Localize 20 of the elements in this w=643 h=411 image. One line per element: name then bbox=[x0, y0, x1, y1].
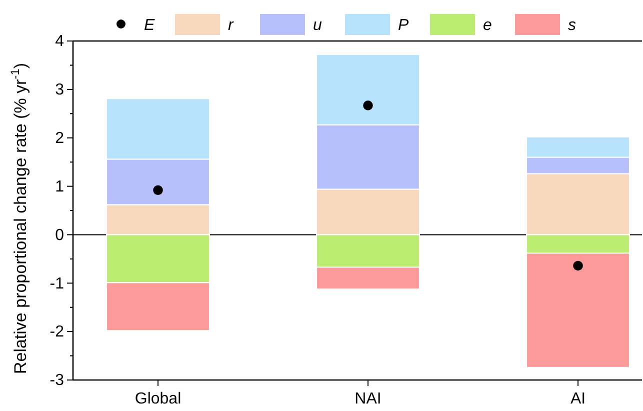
x-tick-label: AI bbox=[570, 390, 586, 408]
legend-label: u bbox=[313, 17, 322, 34]
y-tick-label: -1 bbox=[50, 275, 64, 292]
point bbox=[153, 185, 163, 196]
y-tick-label: 0 bbox=[55, 226, 64, 244]
y-tick-label: -3 bbox=[50, 372, 64, 390]
x-tick-label: NAI bbox=[354, 390, 382, 408]
point bbox=[363, 100, 373, 110]
x-tick-label: Global bbox=[134, 390, 182, 408]
legend-label: e bbox=[483, 17, 492, 34]
legend-label: r bbox=[228, 17, 234, 34]
legend-label: P bbox=[398, 17, 409, 34]
y-tick-label: -2 bbox=[50, 324, 64, 341]
y-tick-label: 2 bbox=[55, 130, 64, 147]
legend-label: s bbox=[568, 17, 576, 34]
y-tick-label: 3 bbox=[55, 82, 64, 99]
legend-label: E bbox=[144, 17, 155, 34]
y-tick-label: 4 bbox=[55, 33, 64, 50]
point bbox=[573, 260, 583, 271]
y-tick-label: 1 bbox=[55, 178, 64, 196]
